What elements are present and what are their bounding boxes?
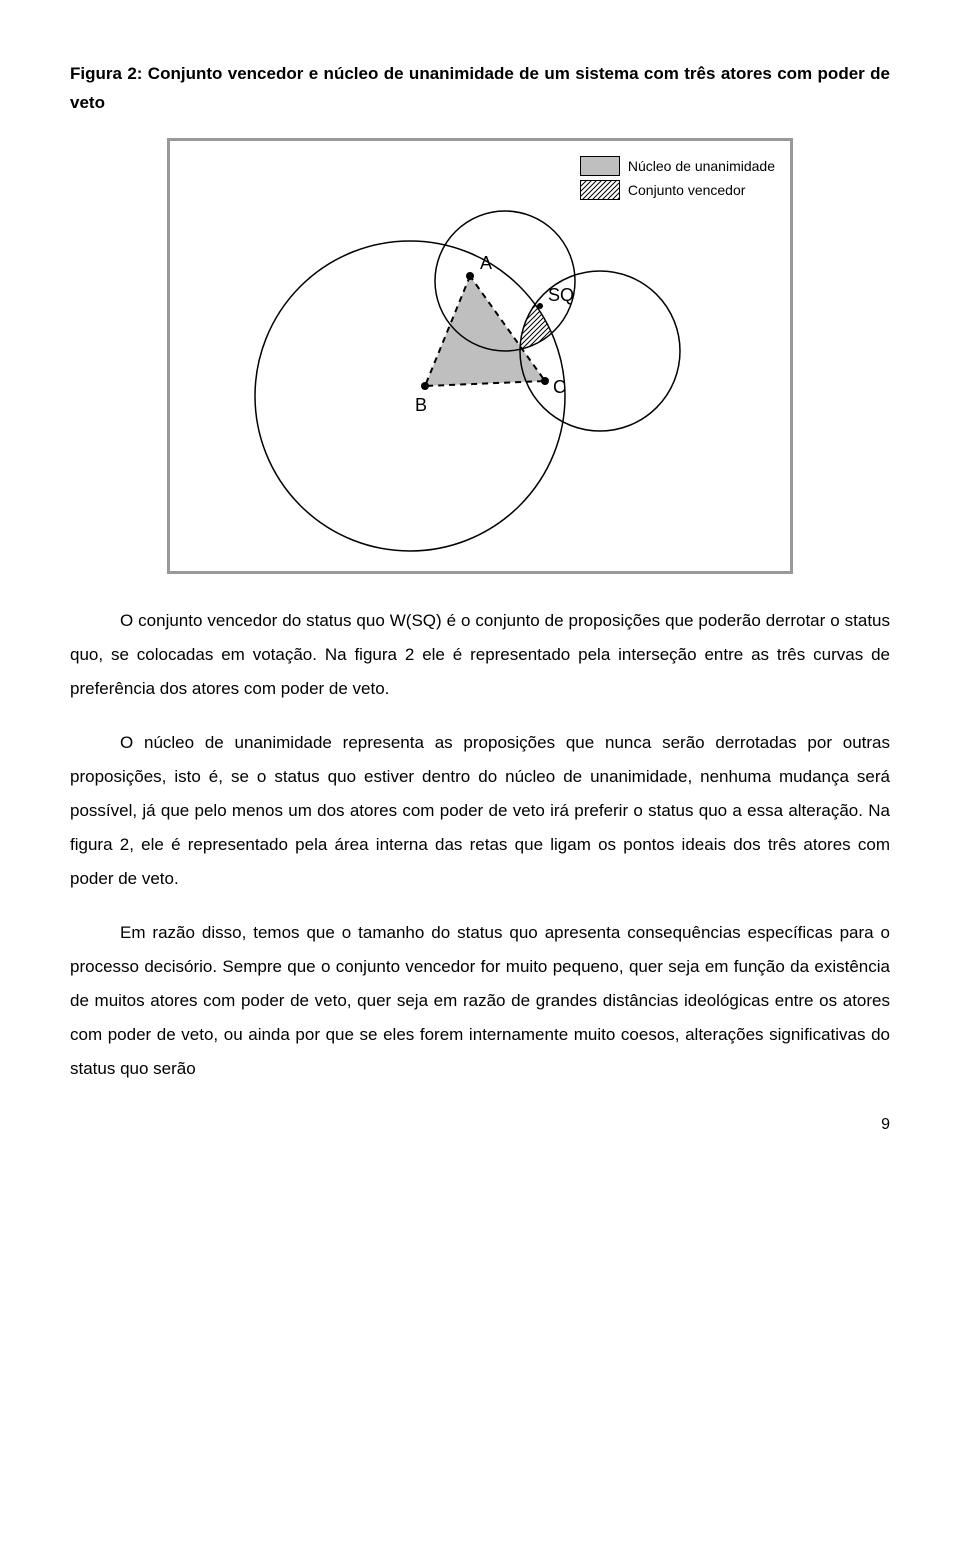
- point-a: [466, 272, 474, 280]
- point-c: [541, 377, 549, 385]
- winning-set-region: [255, 241, 565, 551]
- legend-label-nucleo: Núcleo de unanimidade: [628, 158, 775, 174]
- page-number: 9: [70, 1116, 890, 1134]
- label-sq: SQ: [548, 285, 574, 305]
- diagram-svg: A B C SQ: [170, 141, 790, 571]
- figure-diagram: Núcleo de unanimidade Conjunto vencedor: [167, 138, 793, 574]
- figure-caption: Figura 2: Conjunto vencedor e núcleo de …: [70, 60, 890, 118]
- label-a: A: [480, 253, 492, 273]
- paragraph-2: O núcleo de unanimidade representa as pr…: [70, 726, 890, 896]
- paragraph-1: O conjunto vencedor do status quo W(SQ) …: [70, 604, 890, 706]
- circle-b: [255, 241, 565, 551]
- legend-swatch-conjunto: [580, 180, 620, 200]
- legend-row-conjunto: Conjunto vencedor: [580, 180, 775, 200]
- point-b: [421, 382, 429, 390]
- point-sq: [537, 303, 543, 309]
- legend-swatch-nucleo: [580, 156, 620, 176]
- label-c: C: [553, 377, 566, 397]
- paragraph-3: Em razão disso, temos que o tamanho do s…: [70, 916, 890, 1086]
- legend-label-conjunto: Conjunto vencedor: [628, 182, 746, 198]
- figure-legend: Núcleo de unanimidade Conjunto vencedor: [580, 156, 775, 204]
- label-b: B: [415, 395, 427, 415]
- legend-row-nucleo: Núcleo de unanimidade: [580, 156, 775, 176]
- circle-c: [520, 271, 680, 431]
